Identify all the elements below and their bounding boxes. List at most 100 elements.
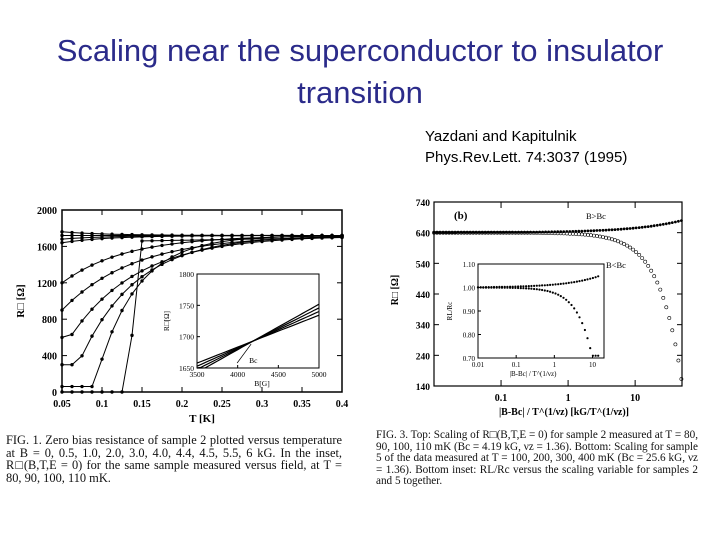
point-upper-branch [661, 222, 665, 226]
series-point [60, 233, 64, 238]
x-tick-label: 0.2 [176, 399, 189, 410]
point-upper-branch [583, 229, 587, 233]
series-point [120, 235, 124, 240]
series-point [70, 384, 74, 389]
series-point [60, 335, 64, 340]
point-lower-branch [679, 377, 684, 381]
inset-bc-label: Bc [249, 356, 258, 365]
series-point [80, 236, 84, 240]
inset-point-lower [597, 354, 600, 357]
series-point [130, 235, 134, 239]
inset-point-upper [581, 279, 584, 282]
point-lower-branch [676, 358, 681, 363]
series-point [90, 307, 94, 311]
point-upper-branch [598, 229, 602, 232]
series-point [170, 238, 174, 243]
inset-point-lower [578, 316, 581, 319]
series-point [140, 239, 144, 243]
inset-x-tick-label: 0.1 [512, 361, 521, 369]
inset-point-lower [535, 288, 538, 291]
inset-y-tick-label: 1700 [179, 333, 194, 342]
point-upper-branch [577, 229, 581, 233]
point-upper-branch [625, 227, 629, 231]
inset-point-lower [476, 286, 480, 289]
series-point [60, 241, 64, 245]
inset-x-tick-label: 10 [589, 361, 597, 369]
point-upper-branch [435, 231, 439, 234]
series-point [210, 234, 214, 238]
point-lower-branch [591, 233, 596, 238]
series-point [170, 257, 174, 262]
x-tick-label: 0.15 [133, 399, 151, 410]
point-upper-branch [492, 231, 496, 234]
series-point [140, 258, 144, 262]
inset-point-lower [591, 354, 594, 357]
point-upper-branch [613, 228, 617, 231]
point-upper-branch [622, 227, 626, 231]
inset-point-lower [495, 286, 498, 289]
branch-label-upper: B>Bc [586, 211, 606, 221]
branch-label-lower: B<Bc [606, 260, 626, 270]
series-point [330, 235, 334, 240]
inset-point-lower [567, 301, 570, 304]
point-upper-branch [631, 226, 635, 230]
inset-point-lower [541, 288, 544, 292]
point-upper-branch [544, 230, 547, 234]
point-lower-branch [640, 256, 645, 261]
series-point [230, 242, 234, 246]
inset-point-upper [565, 282, 568, 285]
series-point [160, 234, 164, 239]
series-point [80, 233, 84, 238]
point-lower-branch [664, 305, 669, 310]
inset-point-upper [554, 283, 557, 286]
series-point [120, 390, 124, 394]
point-upper-branch [664, 222, 668, 226]
y-tick-label: 1200 [37, 279, 57, 290]
point-upper-branch [453, 231, 457, 234]
series-point [150, 269, 154, 273]
point-upper-branch [643, 225, 647, 229]
series-point [120, 292, 124, 297]
point-upper-branch [674, 220, 677, 224]
series-point [120, 266, 124, 270]
point-upper-branch [505, 230, 508, 234]
point-upper-branch [496, 231, 499, 234]
inset-point-upper [573, 281, 576, 284]
inset-point-upper [589, 277, 592, 280]
series-point [290, 236, 294, 241]
inset-point-lower [519, 287, 522, 290]
x-axis-label: T [K] [189, 413, 215, 425]
inset-frame [196, 273, 320, 369]
x-tick-label: 0.1 [495, 393, 508, 404]
inset-point-lower [484, 286, 488, 289]
inset-point-lower [487, 286, 490, 289]
inset-y-tick-label: 1650 [179, 364, 194, 373]
y-tick-label: 740 [416, 199, 431, 209]
point-upper-branch [499, 231, 502, 234]
series-point [110, 288, 114, 293]
inset-point-lower [562, 296, 565, 299]
series-point [100, 259, 104, 263]
series-point [210, 241, 214, 246]
y-axis-label: R□ [Ω] [390, 275, 401, 305]
citation: Yazdani and Kapitulnik Phys.Rev.Lett. 74… [425, 126, 627, 168]
point-upper-branch [646, 225, 650, 228]
series-point [180, 253, 184, 258]
series-point [90, 282, 94, 287]
series-point [100, 390, 104, 394]
point-upper-branch [601, 228, 605, 232]
inset-point-lower [573, 307, 576, 310]
series-point [200, 234, 204, 238]
series-point [170, 242, 174, 246]
series-point [70, 236, 74, 241]
point-upper-branch [592, 229, 596, 233]
series-point [90, 384, 94, 389]
inset-point-lower [525, 287, 528, 290]
inset-point-upper [570, 281, 573, 284]
inset-point-lower [557, 293, 560, 296]
point-lower-branch [670, 328, 675, 333]
y-tick-label: 2000 [37, 206, 57, 217]
inset-point-lower [500, 286, 504, 289]
series-point [110, 304, 114, 308]
point-upper-branch [616, 228, 620, 231]
